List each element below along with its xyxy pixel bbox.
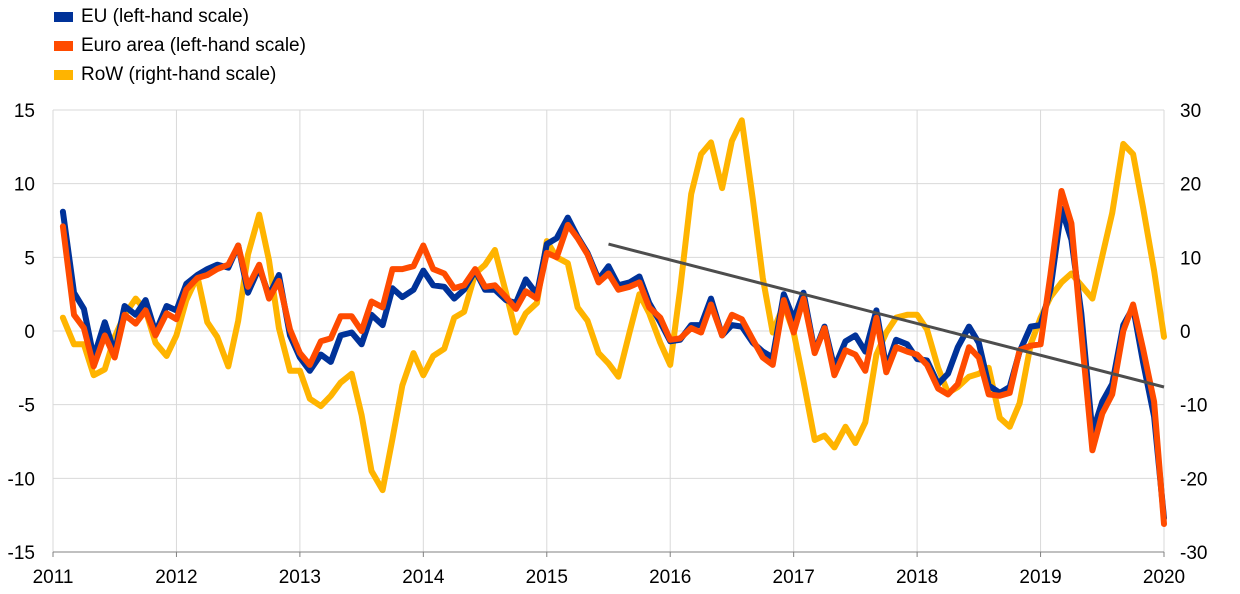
right-y-axis: 30 20 10 0 -10 -20 -30 (1180, 101, 1207, 564)
legend-label-row: RoW (right-hand scale) (81, 63, 277, 85)
x-axis: 2011 2012 2013 2014 2015 2016 2017 2018 2019 2020 (33, 551, 1185, 588)
y-right-tick-label: -20 (1180, 469, 1207, 490)
legend-label-euro-area: Euro area (left-hand scale) (81, 34, 306, 56)
y-left-tick-label: -15 (8, 543, 35, 564)
y-left-tick-label: -5 (18, 396, 35, 417)
y-right-tick-label: -30 (1180, 543, 1207, 564)
x-tick-label: 2014 (402, 567, 445, 588)
series-line-row (59, 117, 1167, 494)
series-line-euro-area (59, 188, 1167, 527)
y-right-tick-label: 30 (1180, 101, 1201, 122)
y-right-tick-label: -10 (1180, 396, 1207, 417)
legend-swatch-row (54, 69, 73, 80)
y-left-tick-label: 5 (24, 248, 35, 269)
y-left-tick-label: 0 (24, 322, 35, 343)
legend-swatch-euro-area (54, 40, 73, 51)
legend-swatch-eu (54, 11, 73, 22)
gridlines (52, 109, 1165, 553)
x-tick-label: 2017 (773, 567, 815, 588)
x-tick-label: 2020 (1143, 567, 1185, 588)
legend-label-eu: EU (left-hand scale) (81, 5, 249, 27)
left-y-axis: 15 10 5 0 -5 -10 -15 (8, 101, 35, 564)
legend-item-row: RoW (right-hand scale) (54, 60, 306, 89)
x-tick-label: 2012 (155, 567, 197, 588)
legend: EU (left-hand scale) Euro area (left-han… (54, 2, 306, 89)
y-right-tick-label: 0 (1180, 322, 1191, 343)
x-tick-label: 2016 (649, 567, 691, 588)
series-lines (59, 117, 1167, 527)
legend-item-eu: EU (left-hand scale) (54, 2, 306, 31)
y-left-tick-label: -10 (8, 469, 35, 490)
y-right-tick-label: 10 (1180, 248, 1201, 269)
x-tick-label: 2019 (1019, 567, 1061, 588)
y-left-tick-label: 10 (14, 175, 35, 196)
x-tick-label: 2018 (896, 567, 938, 588)
x-tick-label: 2013 (279, 567, 321, 588)
x-tick-label: 2015 (526, 567, 568, 588)
x-tick-label: 2011 (33, 567, 74, 588)
trend-line (608, 242, 1165, 389)
y-right-tick-label: 20 (1180, 175, 1201, 196)
y-left-tick-label: 15 (14, 101, 35, 122)
legend-item-euro-area: Euro area (left-hand scale) (54, 31, 306, 60)
